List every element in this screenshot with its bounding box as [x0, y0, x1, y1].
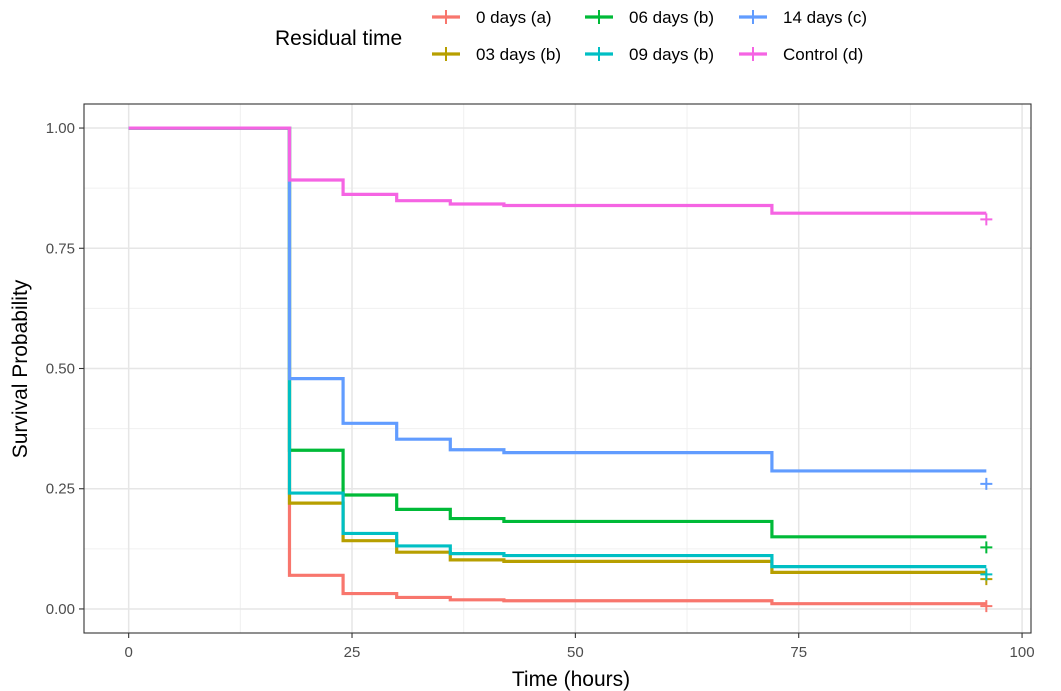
- x-tick-label: 100: [1010, 644, 1035, 661]
- legend-key: [432, 47, 460, 61]
- series-line: [128, 126, 987, 569]
- legend-title: Residual time: [275, 27, 402, 50]
- legend-label: Control (d): [783, 45, 863, 64]
- censor-mark: [980, 568, 993, 581]
- series-line: [128, 126, 987, 606]
- series-layer: [128, 126, 993, 613]
- y-tick-label: 1.00: [46, 120, 75, 137]
- y-tick-label: 0.75: [46, 240, 75, 257]
- legend-key: [432, 10, 460, 24]
- legend-key: [585, 10, 613, 24]
- y-tick-label: 0.50: [46, 361, 75, 378]
- grid-major: [84, 104, 1031, 633]
- x-tick-label: 25: [344, 644, 361, 661]
- y-axis-title: Survival Probability: [9, 279, 32, 458]
- legend: Residual time 0 days (a) 03 days (b) 06 da…: [275, 8, 867, 64]
- legend-key: [739, 47, 767, 61]
- x-tick-label: 75: [790, 644, 807, 661]
- x-axis: 0 25 50 75 100: [124, 633, 1035, 661]
- series-line: [128, 126, 987, 215]
- series-line: [128, 126, 987, 539]
- legend-label: 06 days (b): [629, 8, 714, 27]
- legend-label: 09 days (b): [629, 45, 714, 64]
- legend-label: 03 days (b): [476, 45, 561, 64]
- censor-mark: [980, 213, 993, 226]
- x-axis-title: Time (hours): [512, 668, 630, 691]
- x-tick-label: 50: [567, 644, 584, 661]
- series-line: [128, 126, 987, 473]
- legend-key: [585, 47, 613, 61]
- y-axis: 0.00 0.25 0.50 0.75 1.00: [46, 120, 84, 618]
- series-line: [128, 126, 987, 575]
- x-tick-label: 0: [124, 644, 132, 661]
- censor-mark: [980, 541, 993, 554]
- y-tick-label: 0.25: [46, 481, 75, 498]
- legend-key: [739, 10, 767, 24]
- censor-mark: [980, 477, 993, 490]
- censor-mark: [980, 600, 993, 613]
- y-tick-label: 0.00: [46, 601, 75, 618]
- legend-label: 14 days (c): [783, 8, 867, 27]
- legend-label: 0 days (a): [476, 8, 552, 27]
